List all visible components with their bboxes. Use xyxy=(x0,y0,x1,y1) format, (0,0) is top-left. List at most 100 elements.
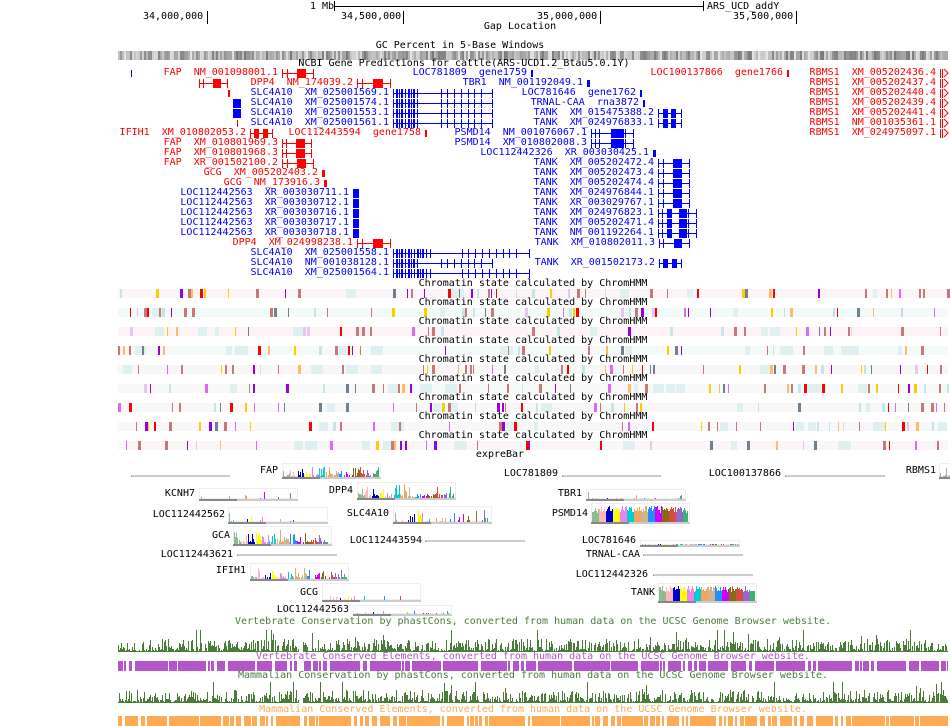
continue-arrow-icon[interactable] xyxy=(943,128,949,138)
gene-label[interactable]: GCG NM_173916.3 xyxy=(224,178,320,188)
gene-name[interactable]: TANK xyxy=(533,187,558,198)
gene-accession[interactable]: XR_003029767.1 xyxy=(569,197,654,208)
track-title-chromatin[interactable]: Chromatin state calculated by ChromHMM xyxy=(418,392,648,403)
gene-label[interactable]: LOC112442563 XR_003030711.1 xyxy=(180,188,349,198)
gene-name[interactable]: RBMS1 xyxy=(809,67,840,78)
gene-label[interactable]: RBMS1 XM_005202440.4 xyxy=(810,88,936,98)
expression-gene-label[interactable]: LOC781646 xyxy=(581,535,636,546)
gene-label[interactable]: TANK XM_024976833.1 xyxy=(534,118,654,128)
expression-gene-label[interactable]: LOC112442326 xyxy=(575,569,648,580)
track-title-mamm-elem[interactable]: Mammalian Conserved Elements, converted … xyxy=(259,704,807,715)
gene-accession[interactable]: XM_005202472.4 xyxy=(569,157,654,168)
expression-gene-label[interactable]: TRNAL-CAA xyxy=(585,549,640,560)
continue-arrow-icon[interactable] xyxy=(943,108,949,118)
track-title-chromatin[interactable]: Chromatin state calculated by ChromHMM xyxy=(418,278,648,289)
track-title-chromatin[interactable]: Chromatin state calculated by ChromHMM xyxy=(418,316,648,327)
track-title-chromatin[interactable]: Chromatin state calculated by ChromHMM xyxy=(418,430,648,441)
gene-label[interactable]: RBMS1 XM_005202441.4 xyxy=(810,108,936,118)
gene-accession[interactable]: gene1759 xyxy=(478,67,527,78)
gene-label[interactable]: SLC4A10 XM_025001553.1 xyxy=(251,108,390,118)
gene-accession[interactable]: XM_024975097.1 xyxy=(851,127,936,138)
track-title-gap[interactable]: Gap Location xyxy=(483,21,557,32)
gene-name[interactable]: TANK xyxy=(533,207,558,218)
gene-name[interactable]: GCG xyxy=(223,177,242,188)
gene-accession[interactable]: XM_025001558.1 xyxy=(304,247,389,258)
gene-name[interactable]: SLC4A10 xyxy=(250,117,293,128)
gene-accession[interactable]: NM_173916.3 xyxy=(253,177,320,188)
gene-name[interactable]: FAP xyxy=(163,147,182,158)
gene-name[interactable]: DPP4 xyxy=(232,237,257,248)
gene-label[interactable]: RBMS1 NM_001035361.1 xyxy=(810,118,936,128)
gene-accession[interactable]: XR_003030716.1 xyxy=(264,207,349,218)
gene-label[interactable]: SLC4A10 XM_025001561.1 xyxy=(251,118,390,128)
gene-name[interactable]: FAP xyxy=(163,157,182,168)
gene-name[interactable]: PSMD14 xyxy=(454,127,491,138)
gene-name[interactable]: LOC100137866 xyxy=(650,67,723,78)
gene-name[interactable]: SLC4A10 xyxy=(250,97,293,108)
gene-accession[interactable]: XM_025001561.1 xyxy=(304,117,389,128)
gene-name[interactable]: LOC112442563 xyxy=(180,197,253,208)
gene-accession[interactable]: XM_025001574.1 xyxy=(304,97,389,108)
gene-label[interactable]: LOC112442563 XR_003030717.1 xyxy=(180,218,349,228)
gene-label[interactable]: TANK XR_003029767.1 xyxy=(534,198,654,208)
gene-accession[interactable]: XR_003030425.1 xyxy=(564,147,649,158)
gene-name[interactable]: TANK xyxy=(533,217,558,228)
expression-gene-label[interactable]: GCG xyxy=(299,587,318,598)
gene-accession[interactable]: XM_024976844.1 xyxy=(569,187,654,198)
continue-arrow-icon[interactable] xyxy=(943,98,949,108)
expression-gene-label[interactable]: KCNH7 xyxy=(164,488,195,499)
gene-name[interactable]: RBMS1 xyxy=(809,97,840,108)
continue-arrow-icon[interactable] xyxy=(943,78,949,88)
gene-label[interactable]: TBR1 NM_001192049.1 xyxy=(463,78,583,88)
gene-name[interactable]: SLC4A10 xyxy=(250,267,293,278)
gene-accession[interactable]: NM_001192264.1 xyxy=(569,227,654,238)
gene-accession[interactable]: XM_005202473.4 xyxy=(569,167,654,178)
gene-label[interactable]: RBMS1 XM_005202436.4 xyxy=(810,68,936,78)
gene-label[interactable]: FAP XM_010801969.3 xyxy=(164,138,278,148)
expression-gene-label[interactable]: LOC112443621 xyxy=(160,549,233,560)
gene-name[interactable]: SLC4A10 xyxy=(250,87,293,98)
gene-label[interactable]: SLC4A10 XM_025001574.1 xyxy=(251,98,390,108)
gene-accession[interactable]: XM_025001564.1 xyxy=(304,267,389,278)
gene-name[interactable]: TANK xyxy=(533,107,558,118)
track-title-vert-cons[interactable]: Vertebrate Conservation by phastCons, co… xyxy=(234,616,832,627)
gene-accession[interactable]: XM_024998238.1 xyxy=(268,237,353,248)
gene-name[interactable]: TANK xyxy=(534,257,559,268)
gene-label[interactable]: TANK XM_005202473.4 xyxy=(534,168,654,178)
gene-label[interactable]: RBMS1 XM_024975097.1 xyxy=(810,128,936,138)
continue-arrow-icon[interactable] xyxy=(943,88,949,98)
continue-arrow-icon[interactable] xyxy=(943,68,949,78)
gene-name[interactable]: TBR1 xyxy=(462,77,487,88)
gene-accession[interactable]: XM_025001569.1 xyxy=(304,87,389,98)
gene-name[interactable]: RBMS1 xyxy=(809,117,840,128)
gene-name[interactable]: LOC112443594 xyxy=(288,127,361,138)
expression-gene-label[interactable]: RBMS1 xyxy=(905,465,936,476)
gene-name[interactable]: SLC4A10 xyxy=(250,247,293,258)
gene-label[interactable]: TANK XM_024976844.1 xyxy=(534,188,654,198)
gene-label[interactable]: IFIH1 XM_010802053.2 xyxy=(120,128,246,138)
gene-name[interactable]: LOC781809 xyxy=(412,67,467,78)
gene-label[interactable]: LOC112442563 XR_003030712.1 xyxy=(180,198,349,208)
gene-accession[interactable]: XM_005202439.4 xyxy=(851,97,936,108)
expression-gene-label[interactable]: LOC781809 xyxy=(503,468,558,479)
gene-name[interactable]: LOC112442563 xyxy=(180,207,253,218)
gene-name[interactable]: RBMS1 xyxy=(809,127,840,138)
track-title-chromatin[interactable]: Chromatin state calculated by ChromHMM xyxy=(418,297,648,308)
gene-accession[interactable]: NM_001098001.1 xyxy=(193,67,278,78)
gene-accession[interactable]: NM_001076067.1 xyxy=(502,127,587,138)
gene-name[interactable]: TANK xyxy=(533,227,558,238)
gene-accession[interactable]: XM_005202440.4 xyxy=(851,87,936,98)
gene-name[interactable]: TRNAL-CAA xyxy=(530,97,585,108)
gene-name[interactable]: GCG xyxy=(203,167,222,178)
gene-name[interactable]: TANK xyxy=(533,197,558,208)
gene-accession[interactable]: XR_003030718.1 xyxy=(264,227,349,238)
continue-arrow-icon[interactable] xyxy=(943,118,949,128)
gene-name[interactable]: LOC112442563 xyxy=(180,187,253,198)
gene-accession[interactable]: XM_010802011.3 xyxy=(570,237,655,248)
gene-name[interactable]: PSMD14 xyxy=(454,137,491,148)
gene-name[interactable]: RBMS1 xyxy=(809,107,840,118)
gene-label[interactable]: TANK XM_005202471.4 xyxy=(534,218,654,228)
expression-gene-label[interactable]: LOC112443594 xyxy=(349,535,422,546)
gene-name[interactable]: TANK xyxy=(533,167,558,178)
gene-label[interactable]: LOC112442563 XR_003030716.1 xyxy=(180,208,349,218)
